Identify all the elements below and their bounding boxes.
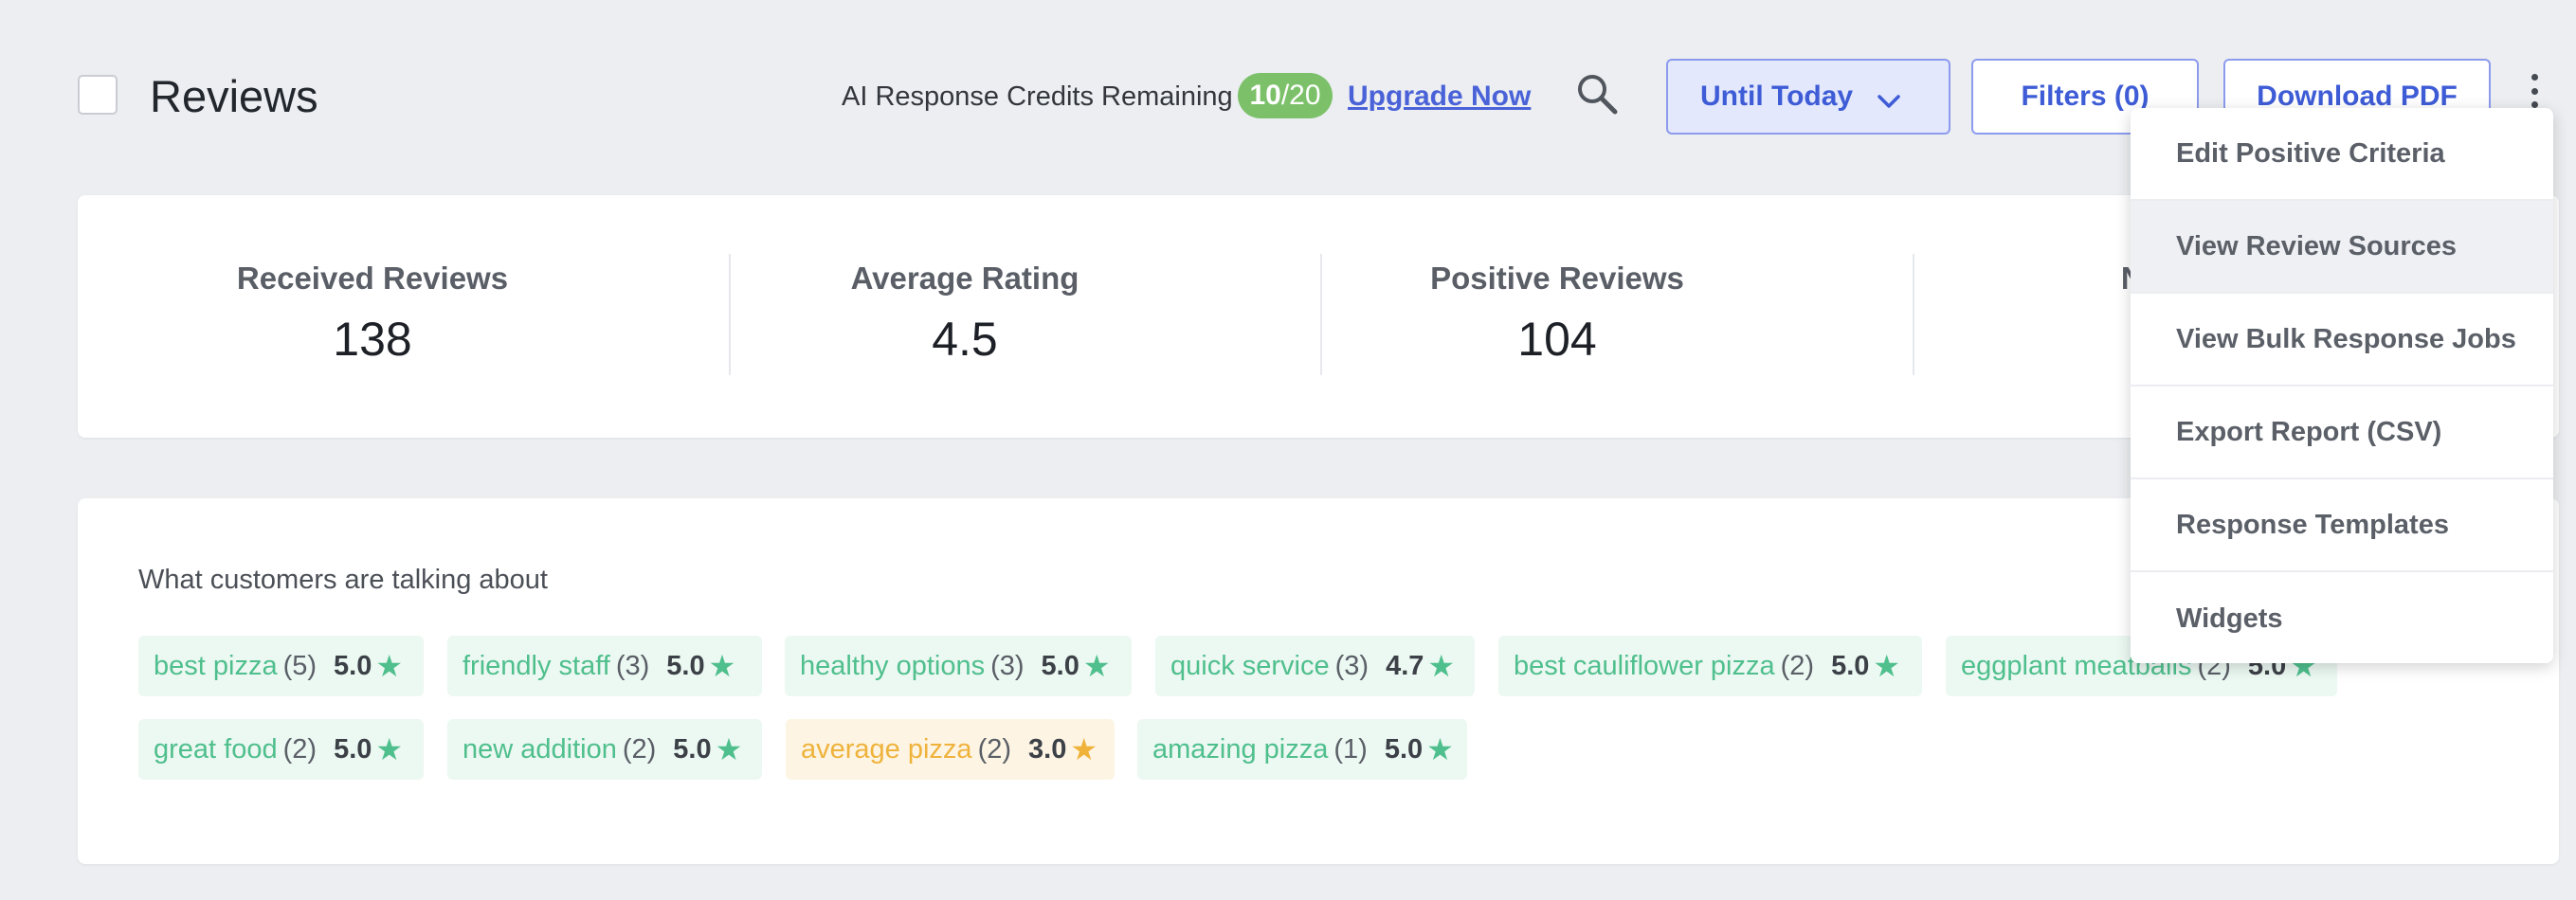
topic-keyword: best pizza (154, 650, 278, 681)
topic-rating: 5.0 (1384, 733, 1424, 765)
stat-average-rating: Average Rating 4.5 (670, 260, 1260, 368)
topic-count: (3) (615, 650, 650, 681)
topics-title: What customers are talking about (138, 565, 548, 595)
topic-chip[interactable]: new addition (2) 5.0 ★ (447, 719, 762, 780)
topic-chip[interactable]: best cauliflower pizza (2) 5.0 ★ (1498, 636, 1922, 696)
chevron-down-icon (1877, 86, 1901, 118)
stat-received-reviews: Received Reviews 138 (78, 260, 667, 368)
divider (1320, 254, 1322, 375)
topic-keyword: amazing pizza (1152, 733, 1329, 765)
stat-label: Positive Reviews (1430, 261, 1684, 296)
topic-chip[interactable]: healthy options (3) 5.0 ★ (785, 636, 1132, 696)
topic-rating: 5.0 (673, 733, 712, 765)
stat-value: 4.5 (932, 313, 998, 366)
credits-badge: 10/20 (1238, 73, 1333, 118)
star-icon: ★ (1070, 732, 1098, 766)
topic-chip[interactable]: great food (2) 5.0 ★ (138, 719, 424, 780)
topic-count: (1) (1333, 733, 1368, 765)
upgrade-now-link[interactable]: Upgrade Now (1348, 81, 1532, 112)
star-icon: ★ (1873, 649, 1901, 683)
topic-count: (5) (282, 650, 317, 681)
topic-count: (2) (977, 733, 1012, 765)
topic-count: (2) (622, 733, 657, 765)
stat-label: Average Rating (850, 261, 1079, 296)
page-title: Reviews (150, 71, 318, 121)
more-options-menu: Edit Positive Criteria View Review Sourc… (2131, 108, 2553, 663)
credits-used: 10 (1249, 80, 1281, 111)
star-icon: ★ (1082, 649, 1111, 683)
star-icon: ★ (375, 732, 404, 766)
topic-rating: 5.0 (1041, 650, 1079, 681)
topic-keyword: healthy options (800, 650, 986, 681)
stat-positive-reviews: Positive Reviews 104 (1262, 260, 1852, 368)
stat-value: 138 (333, 313, 412, 366)
topic-keyword: great food (154, 733, 278, 765)
topic-keyword: average pizza (801, 733, 972, 765)
kebab-menu-icon[interactable] (2521, 70, 2548, 112)
topic-chip[interactable]: friendly staff (3) 5.0 ★ (447, 636, 762, 696)
topic-keyword: quick service (1170, 650, 1330, 681)
topic-keyword: friendly staff (463, 650, 610, 681)
topic-rating: 5.0 (334, 733, 372, 765)
stat-label: Received Reviews (236, 261, 509, 296)
star-icon: ★ (1427, 649, 1456, 683)
topic-chip[interactable]: quick service (3) 4.7 ★ (1155, 636, 1475, 696)
divider (1913, 254, 1914, 375)
topic-chip[interactable]: best pizza (5) 5.0 ★ (138, 636, 424, 696)
menu-item-edit-positive-criteria[interactable]: Edit Positive Criteria (2131, 108, 2553, 201)
stat-value: 104 (1517, 313, 1597, 366)
topic-count: (3) (1334, 650, 1370, 681)
topic-chip[interactable]: amazing pizza (1) 5.0 ★ (1137, 719, 1467, 780)
star-icon: ★ (715, 732, 743, 766)
date-range-dropdown[interactable]: Until Today (1666, 59, 1950, 135)
topic-rating: 5.0 (1831, 650, 1870, 681)
topic-count: (3) (990, 650, 1025, 681)
topic-keyword: new addition (463, 733, 617, 765)
star-icon: ★ (708, 649, 736, 683)
topic-rating: 5.0 (334, 650, 372, 681)
search-icon[interactable] (1575, 72, 1619, 116)
menu-item-view-review-sources[interactable]: View Review Sources (2131, 201, 2553, 294)
select-all-checkbox[interactable] (78, 75, 118, 115)
topic-rating: 4.7 (1386, 650, 1424, 681)
star-icon: ★ (1426, 732, 1454, 766)
menu-item-response-templates[interactable]: Response Templates (2131, 479, 2553, 572)
topic-count: (2) (282, 733, 317, 765)
star-icon: ★ (375, 649, 404, 683)
topic-rating: 5.0 (666, 650, 705, 681)
date-range-label: Until Today (1700, 81, 1854, 112)
topic-count: (2) (1780, 650, 1815, 681)
divider (729, 254, 731, 375)
menu-item-widgets[interactable]: Widgets (2176, 603, 2283, 634)
menu-item-view-bulk-response-jobs[interactable]: View Bulk Response Jobs (2131, 294, 2553, 387)
topic-rating: 3.0 (1028, 733, 1067, 765)
topic-chip[interactable]: average pizza (2) 3.0 ★ (786, 719, 1115, 780)
topic-keyword: best cauliflower pizza (1514, 650, 1775, 681)
credits-label: AI Response Credits Remaining (842, 81, 1233, 112)
credits-total: /20 (1280, 80, 1321, 111)
menu-item-export-report-csv[interactable]: Export Report (CSV) (2131, 387, 2553, 479)
